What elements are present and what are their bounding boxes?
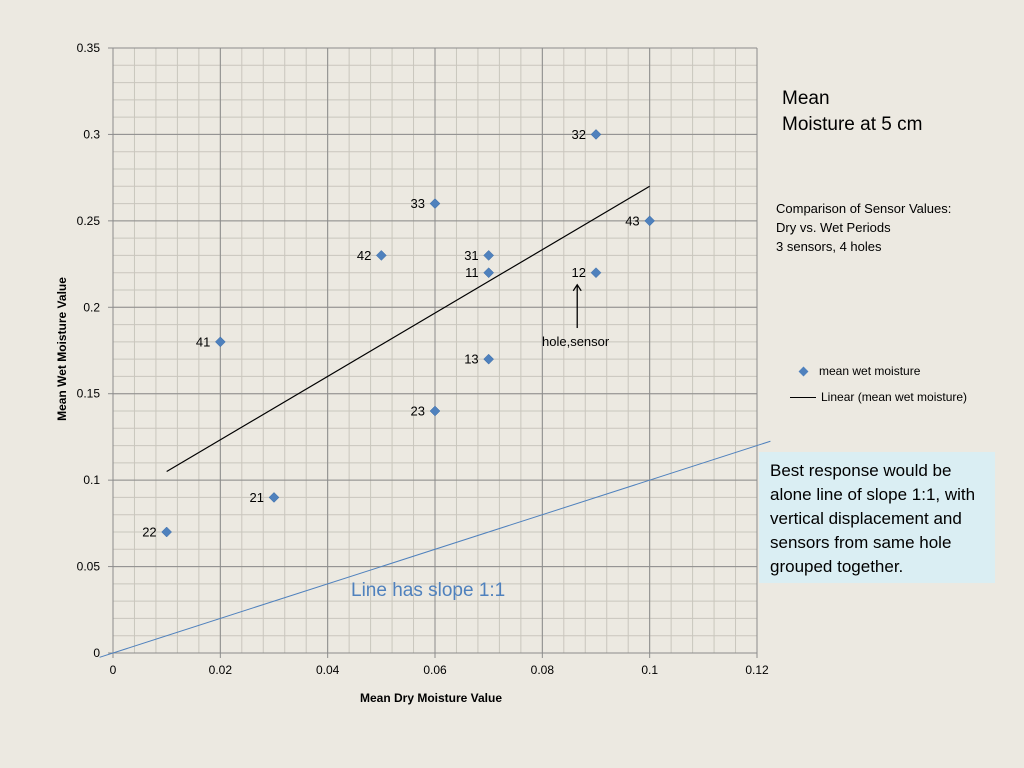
y-axis-title: Mean Wet Moisture Value xyxy=(55,277,69,421)
legend: mean wet moisture Linear (mean wet moist… xyxy=(790,362,967,414)
major-gridlines xyxy=(112,47,758,654)
x-tick-label: 0.1 xyxy=(641,663,658,677)
x-tick-label: 0.02 xyxy=(209,663,233,677)
data-label: 11 xyxy=(465,265,479,280)
data-point xyxy=(644,215,656,227)
data-point xyxy=(429,405,441,417)
y-tick-label: 0 xyxy=(93,646,100,660)
legend-item-trendline: Linear (mean wet moisture) xyxy=(790,388,967,406)
data-point xyxy=(483,353,495,365)
legend-label-points: mean wet moisture xyxy=(819,364,921,378)
data-label: 41 xyxy=(196,334,210,349)
data-label: 23 xyxy=(411,404,425,419)
trendline xyxy=(166,185,650,473)
data-point xyxy=(590,267,602,279)
y-tick-label: 0.05 xyxy=(77,560,101,574)
y-tick-label: 0.35 xyxy=(77,41,101,55)
data-points xyxy=(161,129,656,538)
data-point xyxy=(161,526,173,538)
annotation-arrowhead xyxy=(572,283,582,292)
x-tick-label: 0 xyxy=(110,663,117,677)
data-point xyxy=(214,336,226,348)
reference-line-label: Line has slope 1:1 xyxy=(351,580,506,601)
data-label: 33 xyxy=(411,196,425,211)
x-tick-label: 0.06 xyxy=(423,663,447,677)
data-label: 32 xyxy=(572,127,586,142)
chart-subtitle: Comparison of Sensor Values: Dry vs. Wet… xyxy=(776,201,952,254)
legend-item-points: mean wet moisture xyxy=(790,362,967,380)
data-point xyxy=(429,198,441,209)
y-tick-label: 0.2 xyxy=(83,300,100,314)
legend-label-trendline: Linear (mean wet moisture) xyxy=(821,390,968,404)
chart-title: Mean Moisture at 5 cm xyxy=(782,88,923,135)
data-point xyxy=(483,267,495,279)
point-labels: 32 33 43 42 31 11 12 41 13 23 21 22 xyxy=(142,127,639,540)
y-tick-label: 0.15 xyxy=(77,387,101,401)
x-tick-label: 0.12 xyxy=(745,663,769,677)
tick-labels: 0 0.02 0.04 0.06 0.08 0.1 0.12 0 0.05 0.1 0.15 0.2 0… xyxy=(77,41,769,677)
note-box: Best response would be alone line of slo… xyxy=(759,452,995,583)
data-label: 31 xyxy=(464,248,478,263)
annotation-label: hole,sensor xyxy=(542,334,610,349)
line-marker-icon xyxy=(790,396,816,398)
y-tick-label: 0.3 xyxy=(83,127,100,141)
axes xyxy=(108,47,758,658)
data-point xyxy=(268,492,280,503)
x-tick-label: 0.08 xyxy=(531,663,555,677)
data-label: 13 xyxy=(464,352,478,367)
reference-line-1-to-1 xyxy=(99,440,771,658)
x-tick-label: 0.04 xyxy=(316,663,340,677)
data-label: 12 xyxy=(572,265,586,280)
data-point xyxy=(375,250,387,261)
data-label: 42 xyxy=(357,248,371,263)
data-label: 21 xyxy=(250,490,264,505)
data-point xyxy=(483,250,495,261)
chart-lines xyxy=(99,185,771,658)
diamond-marker-icon xyxy=(798,366,809,376)
y-tick-label: 0.1 xyxy=(83,473,100,487)
x-axis-title: Mean Dry Moisture Value xyxy=(360,691,502,705)
y-tick-label: 0.25 xyxy=(77,214,101,228)
data-label: 43 xyxy=(625,213,639,228)
data-point xyxy=(590,129,602,140)
data-label: 22 xyxy=(142,525,156,540)
